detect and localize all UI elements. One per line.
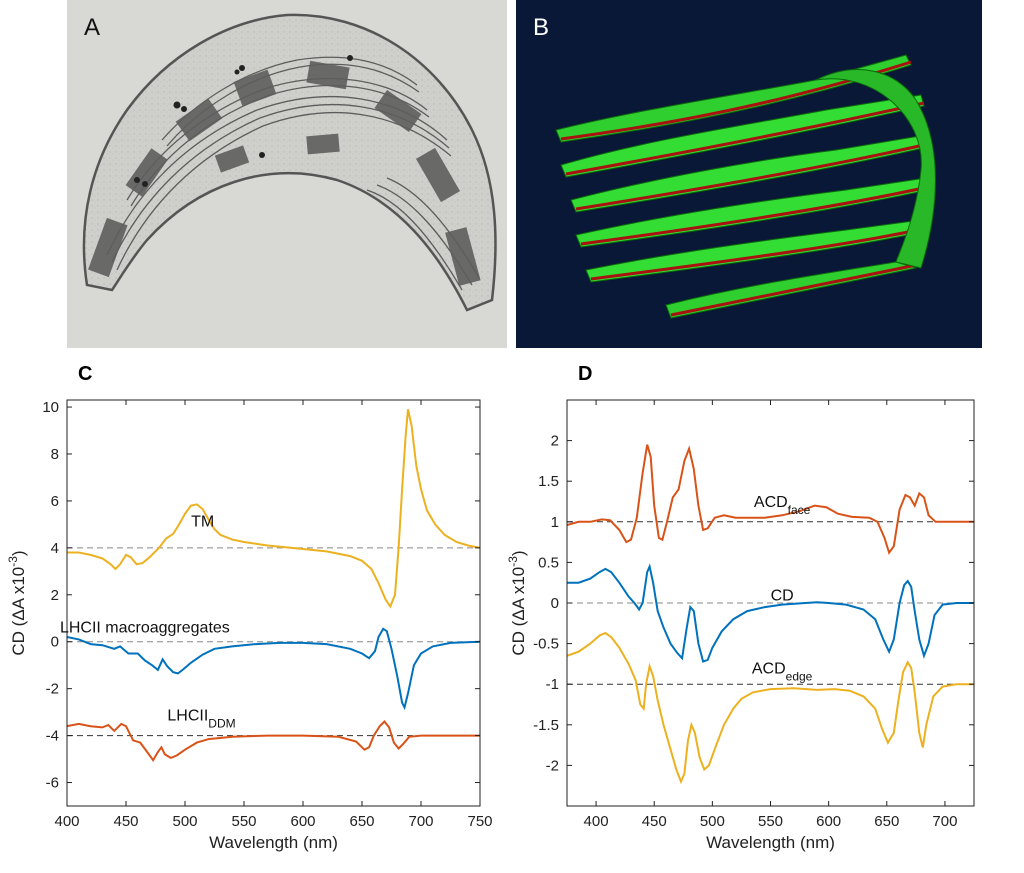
x-tick-label: 550 bbox=[758, 813, 783, 830]
y-tick-label: 1.5 bbox=[538, 473, 559, 490]
x-tick-label: 400 bbox=[54, 813, 79, 830]
y-tick-label: 0.5 bbox=[538, 554, 559, 571]
x-axis-label: Wavelength (nm) bbox=[209, 833, 338, 852]
y-tick-label: 6 bbox=[51, 493, 59, 510]
series-annotation: TM bbox=[191, 514, 214, 531]
panel-b-3d-model bbox=[516, 0, 982, 348]
series-line-2 bbox=[567, 563, 974, 663]
series-annotation: ACDedge bbox=[752, 661, 813, 684]
y-tick-label: 0 bbox=[551, 595, 559, 612]
y-tick-label: -1.5 bbox=[533, 717, 559, 734]
panel-d-label: D bbox=[578, 363, 593, 385]
x-tick-label: 600 bbox=[290, 813, 315, 830]
y-tick-label: 2 bbox=[551, 433, 559, 450]
y-tick-label: 1 bbox=[551, 514, 559, 531]
plot-frame bbox=[66, 399, 481, 807]
x-tick-label: 700 bbox=[408, 813, 433, 830]
series-annotation: LHCIIDDM bbox=[167, 707, 235, 730]
chart-d-acd-spectra: 400 450 500 550 600 650 700 -2 -1.5 -1 -0.5 0 0.5 1 1.… bbox=[506, 399, 975, 852]
series-annotation: ACDface bbox=[754, 494, 811, 517]
series-annotation: LHCII macroaggregates bbox=[60, 619, 230, 636]
x-tick-label: 450 bbox=[642, 813, 667, 830]
y-tick-label: -2 bbox=[46, 681, 59, 698]
y-axis-label: CD (ΔA x10-3) bbox=[6, 550, 28, 655]
series-annotation: CD bbox=[771, 588, 794, 605]
x-tick-label: 600 bbox=[816, 813, 841, 830]
x-tick-label: 550 bbox=[231, 813, 256, 830]
y-tick-label: 8 bbox=[51, 446, 59, 463]
y-tick-label: -6 bbox=[46, 775, 59, 792]
panel-b-label: B bbox=[533, 14, 550, 41]
series-line-3 bbox=[567, 631, 974, 785]
series-line-1 bbox=[67, 409, 480, 609]
x-tick-label: 700 bbox=[932, 813, 957, 830]
y-tick-label: -2 bbox=[546, 757, 559, 774]
y-tick-label: 0 bbox=[51, 634, 59, 651]
y-tick-label: -1 bbox=[546, 676, 559, 693]
y-axis-label: CD (ΔA x10-3) bbox=[506, 550, 528, 655]
y-tick-label: 4 bbox=[51, 540, 59, 557]
membrane-disc bbox=[560, 94, 925, 178]
membrane-disc bbox=[665, 261, 917, 319]
panel-a-micrograph bbox=[67, 0, 507, 348]
x-tick-label: 500 bbox=[700, 813, 725, 830]
x-tick-label: 650 bbox=[349, 813, 374, 830]
chart-c-cd-spectra: 400 450 500 550 600 650 700 750 -6 -4 -2 0 2 4 6 8 10 Wav… bbox=[6, 399, 493, 852]
series-line-3 bbox=[67, 720, 480, 763]
x-tick-label: 450 bbox=[113, 813, 138, 830]
y-tick-label: -4 bbox=[46, 728, 59, 745]
series-line-1 bbox=[567, 444, 974, 555]
x-axis-label: Wavelength (nm) bbox=[706, 833, 835, 852]
panel-c-label: C bbox=[78, 363, 93, 385]
y-tick-label: 10 bbox=[42, 399, 59, 416]
y-tick-label: -0.5 bbox=[533, 636, 559, 653]
y-tick-label: 2 bbox=[51, 587, 59, 604]
x-tick-label: 750 bbox=[467, 813, 492, 830]
x-tick-label: 400 bbox=[584, 813, 609, 830]
x-tick-label: 500 bbox=[172, 813, 197, 830]
series-line-2 bbox=[67, 627, 480, 711]
panel-a-label: A bbox=[84, 14, 101, 41]
thylakoid-3d-model bbox=[516, 0, 982, 348]
helical-membrane bbox=[815, 69, 936, 269]
x-tick-label: 650 bbox=[874, 813, 899, 830]
chloroplast-micrograph bbox=[67, 0, 507, 348]
